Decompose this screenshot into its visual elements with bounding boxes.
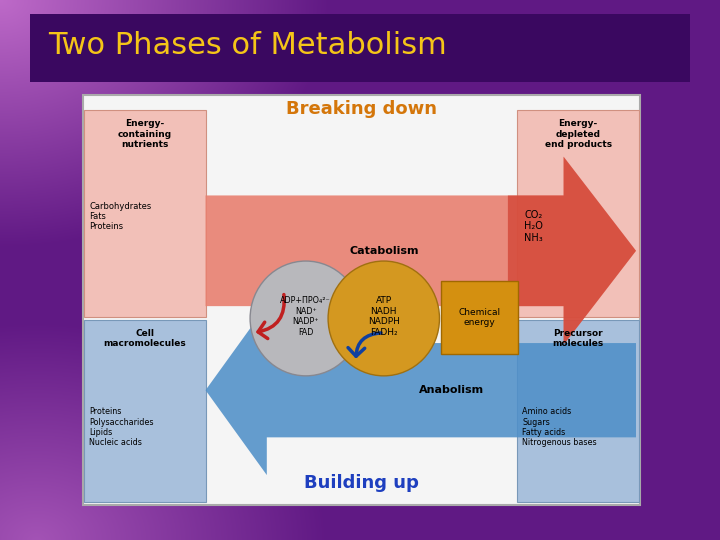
FancyBboxPatch shape [84, 110, 206, 318]
Ellipse shape [328, 261, 439, 376]
FancyBboxPatch shape [30, 14, 690, 82]
FancyBboxPatch shape [441, 281, 518, 354]
Text: Precursor
molecules: Precursor molecules [552, 329, 604, 348]
FancyBboxPatch shape [84, 320, 206, 502]
Text: Anabolism: Anabolism [419, 385, 484, 395]
Text: Energy-
depleted
end products: Energy- depleted end products [544, 119, 612, 149]
FancyBboxPatch shape [83, 95, 640, 505]
Text: Two Phases of Metabolism: Two Phases of Metabolism [48, 31, 446, 60]
FancyBboxPatch shape [517, 110, 639, 318]
Text: Proteins
Polysaccharides
Lipids
Nucleic acids: Proteins Polysaccharides Lipids Nucleic … [89, 407, 153, 448]
Text: ATP
NADH
NADPH
FADH₂: ATP NADH NADPH FADH₂ [368, 296, 400, 336]
Text: Building up: Building up [304, 474, 419, 492]
Text: ADP+ΠPO₄²⁻
NAD⁺
NADP⁺
FAD: ADP+ΠPO₄²⁻ NAD⁺ NADP⁺ FAD [280, 296, 331, 336]
Text: Breaking down: Breaking down [286, 100, 437, 118]
Text: Chemical
energy: Chemical energy [459, 308, 501, 327]
Text: Catabolism: Catabolism [350, 246, 419, 256]
Text: Carbohydrates
Fats
Proteins: Carbohydrates Fats Proteins [89, 201, 151, 232]
Polygon shape [205, 305, 636, 475]
Text: Cell
macromolecules: Cell macromolecules [104, 329, 186, 348]
Polygon shape [508, 157, 636, 345]
Ellipse shape [250, 261, 361, 376]
FancyArrowPatch shape [258, 294, 284, 339]
Text: Amino acids
Sugars
Fatty acids
Nitrogenous bases: Amino acids Sugars Fatty acids Nitrogeno… [522, 407, 597, 448]
Polygon shape [205, 157, 636, 345]
Text: CO₂
H₂O
NH₃: CO₂ H₂O NH₃ [524, 210, 543, 243]
FancyArrowPatch shape [348, 333, 381, 356]
FancyBboxPatch shape [517, 320, 639, 502]
Text: Energy-
containing
nutrients: Energy- containing nutrients [118, 119, 172, 149]
